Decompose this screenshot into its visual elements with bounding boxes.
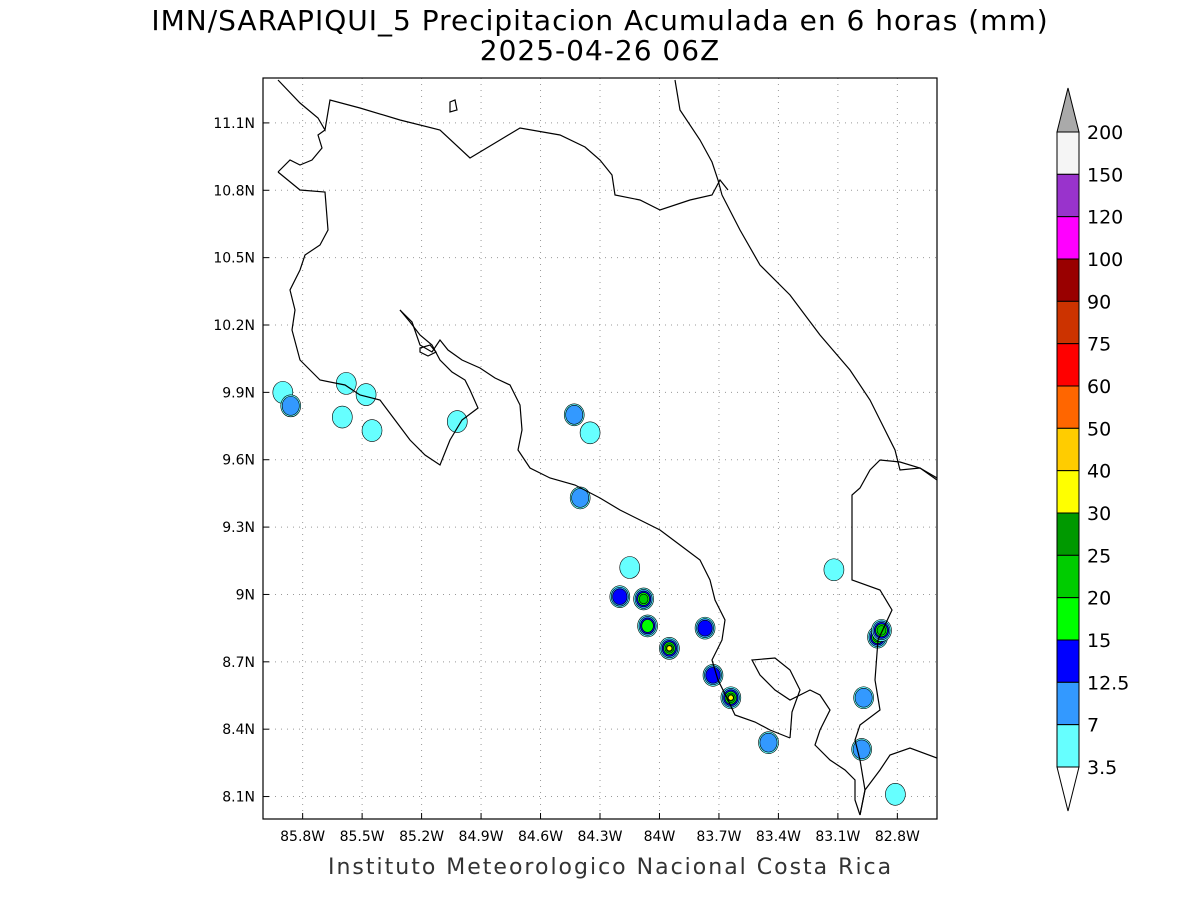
colorbar-swatch xyxy=(1056,216,1080,260)
precip-cell xyxy=(705,667,721,684)
colorbar-swatch xyxy=(1056,385,1080,429)
colorbar-swatch xyxy=(1056,427,1080,472)
y-axis-labels: 11.1N 10.8N 10.5N 10.2N 9.9N 9.6N 9.3N 9N 8.7N 8.… xyxy=(213,116,269,806)
colorbar-swatch xyxy=(1056,300,1080,345)
colorbar-swatch xyxy=(1056,343,1080,387)
plot-frame xyxy=(262,77,938,820)
colorbar-swatch xyxy=(1056,258,1080,302)
x-tick-label: 85.5W xyxy=(340,829,385,845)
x-tick-label: 84.9W xyxy=(459,829,504,845)
precip-cell xyxy=(728,694,734,701)
colorbar-overflow-triangle xyxy=(1056,87,1080,133)
precip-cell xyxy=(697,619,713,637)
map-title: IMN/SARAPIQUI_5 Precipitacion Acumulada … xyxy=(151,4,1049,37)
nicaragua-coast xyxy=(674,79,723,196)
colorbar-label: 12.5 xyxy=(1087,672,1129,694)
colorbar-label: 100 xyxy=(1087,249,1123,271)
precip-cell xyxy=(641,619,654,633)
precip-cell xyxy=(854,687,873,708)
pacific-coast-north xyxy=(277,129,479,466)
x-tick-label: 82.8W xyxy=(875,829,920,845)
map-subtitle-datetime: 2025-04-26 06Z xyxy=(479,34,721,67)
colorbar-label: 3.5 xyxy=(1087,757,1117,779)
y-tick-label: 8.7N xyxy=(222,655,255,671)
colorbar-swatch xyxy=(1056,131,1080,175)
y-tick-label: 10.5N xyxy=(213,251,255,267)
precip-cell xyxy=(759,732,778,753)
colorbar-label: 25 xyxy=(1087,545,1111,567)
colorbar-swatch xyxy=(1056,724,1080,768)
precip-cell xyxy=(355,383,377,406)
precip-cell xyxy=(612,588,628,605)
coastline-and-borders xyxy=(277,79,937,816)
y-tick-label: 11.1N xyxy=(213,116,255,132)
colorbar-label: 200 xyxy=(1087,122,1123,144)
y-tick-label: 9N xyxy=(236,587,255,603)
x-tick-label: 85.2W xyxy=(399,829,444,845)
colorbar-swatch xyxy=(1056,173,1080,218)
gulf-of-nicoya xyxy=(399,309,791,739)
precip-cell xyxy=(571,488,590,508)
precip-cell xyxy=(823,558,845,582)
colorbar-swatch xyxy=(1056,639,1080,683)
y-tick-label: 9.3N xyxy=(222,520,255,536)
colorbar-label: 50 xyxy=(1087,418,1111,440)
colorbar-label: 75 xyxy=(1087,334,1111,356)
x-tick-label: 83.7W xyxy=(696,829,741,845)
colorbar-swatch xyxy=(1056,681,1080,726)
colorbar-label: 60 xyxy=(1087,376,1111,398)
colorbar-label: 20 xyxy=(1087,588,1111,610)
golfo-dulce xyxy=(751,657,861,816)
y-tick-label: 9.6N xyxy=(222,453,255,469)
precip-cell xyxy=(619,556,641,579)
panama-border xyxy=(851,459,937,816)
colorbar-label: 150 xyxy=(1087,164,1123,186)
colorbar-label: 30 xyxy=(1087,503,1111,525)
precip-cell xyxy=(852,739,871,760)
precip-cell xyxy=(638,593,649,605)
colorbar-label: 120 xyxy=(1087,207,1123,229)
colorbar-swatch xyxy=(1056,512,1080,556)
x-tick-label: 84.3W xyxy=(577,829,622,845)
x-axis-labels: 85.8W 85.5W 85.2W 84.9W 84.6W 84.3W 84W 83.7W 83… xyxy=(280,813,920,845)
y-tick-label: 8.1N xyxy=(222,790,255,806)
colorbar-label: 90 xyxy=(1087,291,1111,313)
colorbar-label: 15 xyxy=(1087,630,1111,652)
colorbar-label: 40 xyxy=(1087,461,1111,483)
x-tick-label: 84W xyxy=(644,829,676,845)
colorbar-swatch xyxy=(1056,597,1080,641)
colorbar-swatch xyxy=(1056,470,1080,514)
colorbar-label: 7 xyxy=(1087,715,1099,737)
precip-cell xyxy=(446,410,468,433)
x-tick-label: 83.1W xyxy=(815,829,860,845)
colorbar-swatch xyxy=(1056,554,1080,599)
precip-cell xyxy=(331,405,353,429)
y-tick-label: 9.9N xyxy=(222,385,255,401)
grid-lines xyxy=(263,78,937,819)
colorbar-underflow-triangle xyxy=(1056,766,1080,812)
precip-cell xyxy=(361,419,383,442)
caribbean-coast xyxy=(721,194,937,481)
x-tick-label: 84.6W xyxy=(518,829,563,845)
y-tick-label: 8.4N xyxy=(222,722,255,738)
precip-cell xyxy=(666,645,673,652)
y-tick-label: 10.8N xyxy=(213,183,255,199)
precip-cell xyxy=(885,782,906,806)
colorbar: 3.5 7 12.5 15 20 25 30 40 50 60 75 90 100 120 150 200 xyxy=(1056,87,1129,812)
y-tick-label: 10.2N xyxy=(213,318,255,334)
nicaragua-border xyxy=(277,79,729,211)
x-tick-label: 85.8W xyxy=(280,829,325,845)
precip-cell xyxy=(565,405,584,425)
footer-credit: Instituto Meteorologico Nacional Costa R… xyxy=(328,855,894,880)
precip-cell xyxy=(281,396,300,416)
panama-pacific xyxy=(859,747,937,816)
x-tick-label: 83.4W xyxy=(756,829,801,845)
precip-cell xyxy=(579,421,601,445)
lake-island xyxy=(419,344,437,357)
island-calero xyxy=(449,99,458,113)
precipitation-shading xyxy=(272,372,906,806)
